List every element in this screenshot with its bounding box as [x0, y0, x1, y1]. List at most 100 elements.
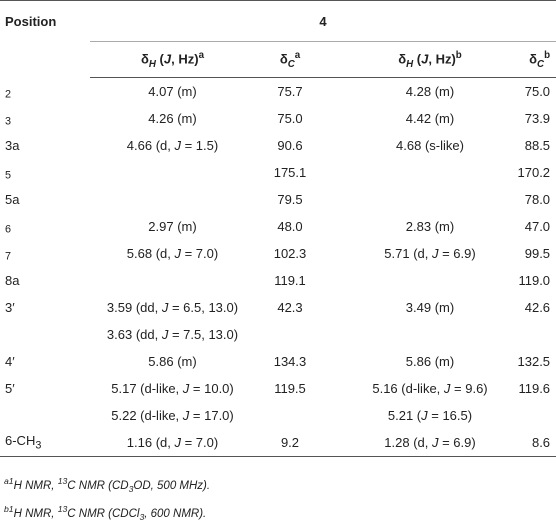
text-segment: δ: [529, 50, 538, 66]
shift-cell: 48.0: [277, 219, 303, 234]
shift-cell: 119.6: [518, 381, 551, 396]
shift-cell: [255, 402, 325, 429]
position-cell: 7: [5, 250, 12, 263]
text-segment: 1: [8, 504, 14, 515]
table-row: 4′ 5.86 (m) 134.3 5.86 (m) 132.5: [0, 348, 556, 375]
position-header: Position: [5, 14, 57, 29]
shift-cell: 119.1: [274, 273, 306, 288]
compound-header: 4: [90, 0, 556, 42]
shift-cell: 42.6: [524, 300, 551, 315]
text-segment: b: [544, 49, 551, 61]
shift-cell: 75.0: [277, 111, 303, 126]
shift-cell: 4.42 (m): [405, 111, 455, 126]
position-cell: 5a: [5, 192, 20, 207]
table-row: 5.22 (d-like, J = 17.0) 5.21 (J = 16.5): [0, 402, 556, 429]
table-body: 2 4.07 (m) 75.7 4.28 (m) 75.0 3 4.26 (m) 75.0 4.…: [0, 78, 556, 457]
shift-cell: [325, 159, 505, 186]
shift-cell: [325, 321, 505, 348]
position-cell: [0, 402, 90, 429]
shift-cell: 5.16 (d-like, J = 9.6): [372, 381, 488, 396]
shift-cell: 2.83 (m): [405, 219, 455, 234]
text-segment: J: [163, 50, 172, 66]
position-cell: 6: [5, 223, 12, 236]
shift-cell: 5.86 (m): [148, 354, 197, 369]
table-row: 6-CH3 1.16 (d, J = 7.0) 9.2 1.28 (d, J = 6.…: [0, 429, 556, 457]
table-row: 3′ 3.59 (dd, J = 6.5, 13.0) 42.3 3.49 (m) 42…: [0, 294, 556, 321]
position-cell: 6-CH3: [0, 429, 90, 457]
shift-cell: [505, 402, 556, 429]
text-segment: H: [148, 58, 156, 70]
shift-cell: 8.6: [505, 429, 556, 457]
shift-cell: 99.5: [524, 246, 551, 261]
text-segment: 13: [57, 476, 68, 486]
text-segment: a: [4, 476, 9, 486]
table-row: 5′ 5.17 (d-like, J = 10.0) 119.5 5.16 (d-li…: [0, 375, 556, 402]
position-cell: [0, 321, 90, 348]
shift-cell: 3.63 (dd, J = 7.5, 13.0): [106, 327, 239, 342]
table-row: 5a 79.5 78.0: [0, 186, 556, 213]
text-segment: C NMR (CDCl: [67, 507, 140, 520]
text-segment: H NMR,: [13, 507, 58, 520]
shift-cell: 119.0: [518, 273, 551, 288]
text-segment: δ: [140, 50, 149, 66]
column-header: δH (J, Hz)a: [90, 41, 255, 78]
shift-cell: [90, 267, 255, 294]
position-cell: 2: [5, 88, 12, 101]
shift-cell: 90.6: [277, 138, 303, 153]
shift-cell: 1.28 (d, J = 6.9): [325, 429, 505, 457]
table-row: 3a 4.66 (d, J = 1.5) 90.6 4.68 (s-like) 88.5: [0, 132, 556, 159]
footnote: a1H NMR, 13C NMR (CD3OD, 500 MHz).: [4, 471, 556, 499]
position-cell: 3a: [5, 138, 20, 153]
position-cell: 4′: [5, 354, 15, 369]
shift-cell: 170.2: [517, 165, 551, 180]
shift-cell: 134.3: [273, 354, 307, 369]
shift-cell: [325, 186, 505, 213]
position-cell: 3′: [5, 300, 15, 315]
text-segment: 1: [8, 476, 14, 486]
text-segment: a: [198, 49, 204, 61]
shift-cell: 75.0: [524, 84, 551, 99]
shift-cell: 73.9: [524, 111, 551, 126]
text-segment: H NMR,: [13, 479, 58, 492]
text-segment: δ: [279, 50, 288, 66]
nmr-table: Position 4 δH (J, Hz)a δCa δH (J, Hz)b δCb …: [0, 0, 556, 457]
table-row: 3.63 (dd, J = 7.5, 13.0): [0, 321, 556, 348]
shift-cell: 4.07 (m): [148, 84, 197, 99]
text-segment: J: [421, 50, 429, 66]
text-segment: a: [294, 49, 301, 61]
table-row: 8a 119.1 119.0: [0, 267, 556, 294]
table-row: 5 175.1 170.2: [0, 159, 556, 186]
shift-cell: 5.86 (m): [405, 354, 455, 369]
text-segment: 3: [128, 484, 134, 495]
column-header: δCb: [505, 41, 556, 78]
position-cell: 5′: [5, 381, 15, 396]
text-segment: b: [455, 49, 462, 61]
text-segment: C: [537, 58, 545, 70]
shift-cell: 5.71 (d, J = 6.9): [384, 246, 476, 261]
shift-cell: [255, 321, 325, 348]
shift-cell: 2.97 (m): [148, 219, 197, 234]
shift-cell: 5.22 (d-like, J = 17.0): [111, 408, 234, 423]
text-segment: δ: [398, 50, 407, 66]
shift-cell: [505, 321, 556, 348]
shift-cell: 75.7: [277, 84, 303, 99]
shift-cell: 88.5: [524, 138, 551, 153]
shift-cell: 102.3: [273, 246, 307, 261]
column-header: δH (J, Hz)b: [325, 41, 505, 78]
shift-cell: 78.0: [524, 192, 551, 207]
header-row: Position 4: [0, 0, 556, 42]
text-segment: H: [406, 58, 414, 70]
shift-cell: 47.0: [524, 219, 551, 234]
text-segment: , Hz): [428, 50, 456, 66]
shift-cell: 9.2: [255, 429, 325, 457]
shift-cell: 132.5: [517, 354, 551, 369]
shift-cell: 1.16 (d, J = 7.0): [90, 429, 255, 457]
shift-cell: [90, 186, 255, 213]
shift-cell: [90, 159, 255, 186]
text-segment: C: [287, 58, 295, 70]
shift-cell: 3.49 (m): [405, 300, 455, 315]
shift-cell: 4.68 (s-like): [396, 138, 464, 153]
shift-cell: 5.21 (J = 16.5): [387, 408, 473, 423]
table-row: 2 4.07 (m) 75.7 4.28 (m) 75.0: [0, 78, 556, 106]
